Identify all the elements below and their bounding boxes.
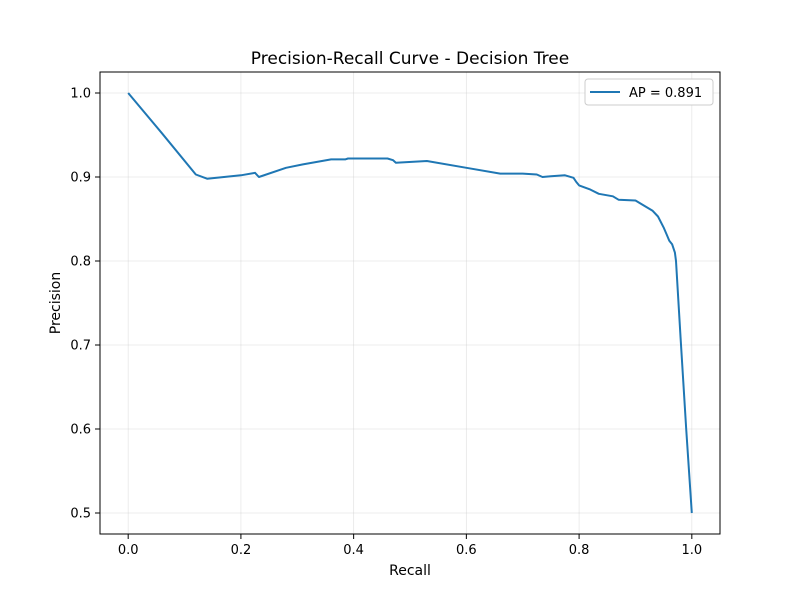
- y-tick-label: 0.6: [70, 423, 91, 438]
- y-axis-label: Precision: [48, 272, 64, 334]
- axis-ticks: 0.0 0.2 0.4 0.6 0.8 1.0 0.5 0.6 0.7 0.8 0.9 1.0: [70, 87, 702, 559]
- y-tick-label: 0.9: [70, 171, 91, 186]
- y-tick-label: 0.5: [70, 507, 91, 522]
- plot-area-frame: [99, 71, 721, 535]
- grid-lines: [100, 72, 720, 534]
- x-axis-label: Recall: [389, 563, 431, 579]
- x-tick-label: 0.0: [118, 543, 139, 558]
- x-tick-label: 1.0: [681, 543, 702, 558]
- chart-title: Precision-Recall Curve - Decision Tree: [251, 49, 569, 69]
- y-tick-label: 0.8: [70, 255, 91, 270]
- x-tick-label: 0.6: [456, 543, 477, 558]
- x-tick-label: 0.2: [231, 543, 252, 558]
- legend-entry-label: AP = 0.891: [629, 86, 702, 101]
- x-tick-label: 0.4: [343, 543, 364, 558]
- x-tick-label: 0.8: [569, 543, 590, 558]
- series-line: [127, 92, 693, 514]
- legend: AP = 0.891: [584, 78, 714, 106]
- legend-box: [584, 78, 714, 106]
- y-tick-label: 0.7: [70, 339, 91, 354]
- series-lines: [127, 92, 693, 514]
- y-tick-label: 1.0: [70, 87, 91, 102]
